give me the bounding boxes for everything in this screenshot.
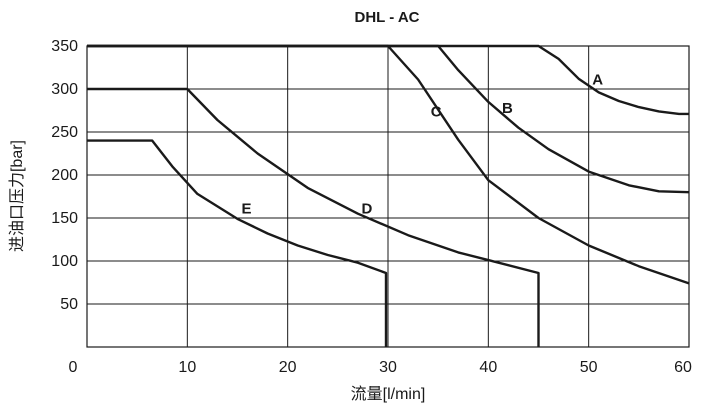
curve-b — [87, 44, 690, 194]
y-tick-label: 50 — [60, 296, 78, 313]
y-tick-label: 350 — [51, 38, 78, 55]
curve-label-c: C — [431, 104, 442, 121]
curve-label-b: B — [502, 100, 513, 117]
y-axis-label: 进油口压力[bar] — [8, 140, 26, 252]
y-tick-label: 250 — [51, 124, 78, 141]
chart-title: DHL - AC — [355, 9, 420, 26]
curve-e — [87, 139, 388, 347]
curve-c — [87, 44, 690, 285]
x-tick-label: 30 — [379, 359, 397, 376]
y-tick-label: 300 — [51, 81, 78, 98]
x-axis-label: 流量[l/min] — [351, 385, 426, 403]
x-tick-label: 40 — [479, 359, 497, 376]
tick-labels: 0 10 20 30 40 50 60 50 100 150 200 250 300 350 — [51, 38, 692, 376]
curve-d — [87, 87, 540, 347]
x-tick-label: 0 — [69, 359, 78, 376]
curve-label-d: D — [362, 201, 373, 218]
x-tick-label: 10 — [178, 359, 196, 376]
y-tick-label: 150 — [51, 210, 78, 227]
x-tick-label: 60 — [674, 359, 692, 376]
curve-label-a: A — [592, 72, 603, 89]
curve-a — [87, 44, 689, 116]
x-tick-label: 20 — [279, 359, 297, 376]
y-tick-label: 200 — [51, 167, 78, 184]
curve-labels: A B C D E — [242, 72, 604, 218]
curves — [87, 44, 690, 347]
curve-label-e: E — [242, 201, 252, 218]
x-tick-label: 50 — [580, 359, 598, 376]
y-tick-label: 100 — [51, 253, 78, 270]
